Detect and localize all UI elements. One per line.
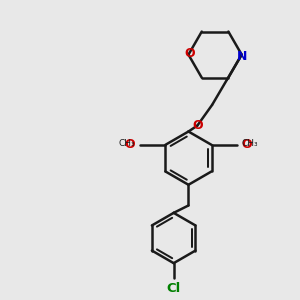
Text: O: O: [184, 46, 195, 60]
Text: Cl: Cl: [167, 282, 181, 296]
Text: O: O: [192, 119, 202, 132]
Text: O: O: [124, 138, 135, 151]
Text: N: N: [236, 50, 247, 63]
Text: O: O: [242, 138, 252, 151]
Text: CH₃: CH₃: [119, 139, 136, 148]
Text: CH₃: CH₃: [241, 139, 258, 148]
